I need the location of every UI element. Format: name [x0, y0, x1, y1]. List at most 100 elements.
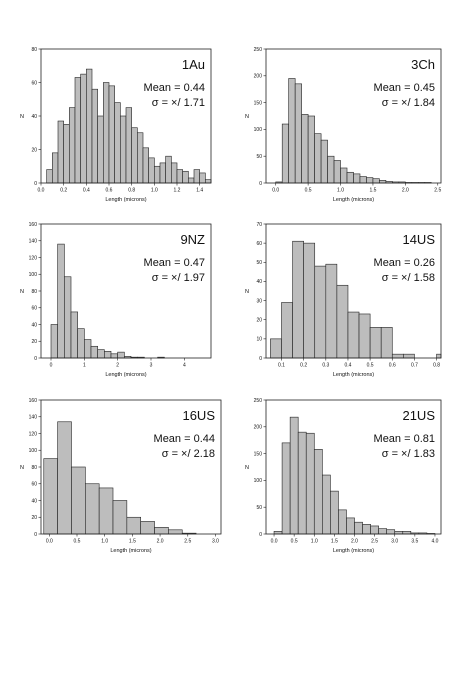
histogram-bar: [386, 529, 396, 535]
histogram-bar: [165, 155, 172, 184]
histogram-bar: [57, 120, 64, 184]
histogram-bar: [90, 345, 98, 359]
y-tick-label: 0: [34, 532, 37, 538]
y-axis-label: N: [245, 114, 249, 120]
x-tick-label: 2.5: [184, 539, 191, 545]
histogram-bar: [63, 124, 70, 184]
x-tick-label: 0.5: [367, 363, 374, 369]
histogram-bar: [305, 432, 315, 535]
histogram-bar: [168, 529, 183, 535]
x-tick-label: 0.1: [278, 363, 285, 369]
mean-annotation: Mean = 0.44: [154, 433, 215, 445]
histogram-panel-5: 0.0 0.5 1.0 1.5 2.0 2.5 3.0 0 20 40 60 80 100 120 140 1…: [20, 398, 222, 554]
histogram-bar: [57, 243, 65, 359]
x-tick-label: 1.2: [174, 188, 181, 194]
y-tick-label: 200: [254, 74, 263, 80]
y-tick-label: 0: [259, 532, 262, 538]
y-tick-label: 80: [31, 47, 37, 53]
x-tick-label: 0.8: [433, 363, 440, 369]
histogram-panel-1: 0.0 0.2 0.4 0.6 0.8 1.0 1.2 1.4 0 20 40 60 80 Length …: [20, 47, 212, 203]
x-tick-label: 0.2: [60, 188, 67, 194]
x-tick-label: 0.7: [411, 363, 418, 369]
histogram-bar: [394, 531, 404, 535]
histogram-bar: [125, 107, 132, 184]
y-tick-label: 120: [29, 431, 38, 437]
histogram-bar: [69, 107, 76, 184]
histogram-bar: [104, 350, 112, 359]
y-tick-label: 160: [29, 398, 38, 404]
histogram-bar: [199, 172, 206, 184]
x-tick-label: 0.0: [38, 188, 45, 194]
histogram-bar: [380, 327, 393, 359]
x-tick-label: 4.0: [431, 539, 438, 545]
y-tick-label: 10: [256, 337, 262, 343]
histogram-panel-2: 0.0 0.5 1.0 1.5 2.0 2.5 0 50 100 150 200 250 Length …: [245, 47, 441, 203]
histogram-bar: [84, 339, 92, 359]
x-tick-label: 1: [83, 363, 86, 369]
y-tick-label: 40: [31, 322, 37, 328]
histogram-bar: [354, 521, 363, 535]
x-tick-label: 0.4: [344, 363, 351, 369]
y-tick-label: 100: [29, 448, 38, 454]
histogram-bar: [137, 132, 144, 184]
histogram-bar: [314, 265, 327, 359]
histogram-bar: [370, 525, 379, 535]
x-tick-label: 2.5: [434, 188, 441, 194]
mean-annotation: Mean = 0.45: [374, 82, 435, 94]
x-axis-label: Length (microns): [333, 548, 374, 554]
y-tick-label: 40: [256, 279, 262, 285]
sigma-annotation: σ = ×/ 1.84: [382, 97, 435, 109]
x-axis-label: Length (microns): [333, 372, 374, 378]
y-tick-label: 60: [256, 241, 262, 247]
histogram-bar: [333, 160, 341, 184]
histogram-bar: [289, 416, 299, 535]
histogram-bar: [77, 328, 85, 359]
plot-frame: [265, 223, 442, 359]
x-tick-label: 2.0: [351, 539, 358, 545]
y-tick-label: 20: [256, 318, 262, 324]
y-tick-label: 80: [31, 465, 37, 471]
y-axis-label: N: [245, 465, 249, 471]
histogram-bar: [154, 165, 161, 184]
x-tick-label: 2.5: [371, 539, 378, 545]
y-tick-label: 0: [34, 356, 37, 362]
histogram-bar: [330, 490, 339, 535]
histogram-bar: [50, 324, 58, 359]
y-tick-label: 150: [254, 100, 263, 106]
histogram-panel-4: 0.1 0.2 0.3 0.4 0.5 0.6 0.7 0.8 0 10 20 30 40 50 60 70 L…: [245, 222, 442, 378]
sigma-annotation: σ = ×/ 2.18: [162, 448, 215, 460]
histogram-bar: [313, 449, 323, 535]
histogram-bar: [436, 353, 442, 359]
mean-annotation: Mean = 0.26: [374, 257, 435, 269]
histogram-bar: [97, 115, 104, 184]
histogram-bar: [359, 176, 367, 184]
histogram-bar: [281, 123, 289, 184]
histogram-bar: [98, 487, 114, 535]
histogram-bar: [353, 173, 361, 184]
y-tick-label: 0: [34, 181, 37, 187]
x-tick-label: 1.4: [196, 188, 203, 194]
y-tick-label: 0: [259, 356, 262, 362]
histogram-bar: [346, 517, 355, 535]
y-tick-label: 140: [29, 415, 38, 421]
y-tick-label: 100: [254, 127, 263, 133]
histogram-bar: [307, 115, 315, 184]
y-tick-label: 60: [31, 306, 37, 312]
histogram-bar: [325, 263, 338, 359]
x-tick-label: 3.0: [391, 539, 398, 545]
x-tick-label: 0.3: [322, 363, 329, 369]
x-axis-label: Length (microns): [333, 197, 374, 203]
histogram-bar: [320, 139, 328, 184]
y-tick-label: 160: [29, 222, 38, 228]
histogram-bar: [57, 421, 72, 535]
histogram-bar: [117, 351, 125, 359]
x-tick-label: 3: [150, 363, 153, 369]
sigma-annotation: σ = ×/ 1.97: [152, 272, 205, 284]
histogram-bar: [273, 531, 283, 535]
histogram-bar: [281, 442, 291, 535]
y-tick-label: 40: [31, 498, 37, 504]
x-tick-label: 1.5: [331, 539, 338, 545]
histogram-bar: [120, 115, 127, 184]
histogram-bar: [347, 311, 360, 359]
x-tick-label: 0.5: [74, 539, 81, 545]
